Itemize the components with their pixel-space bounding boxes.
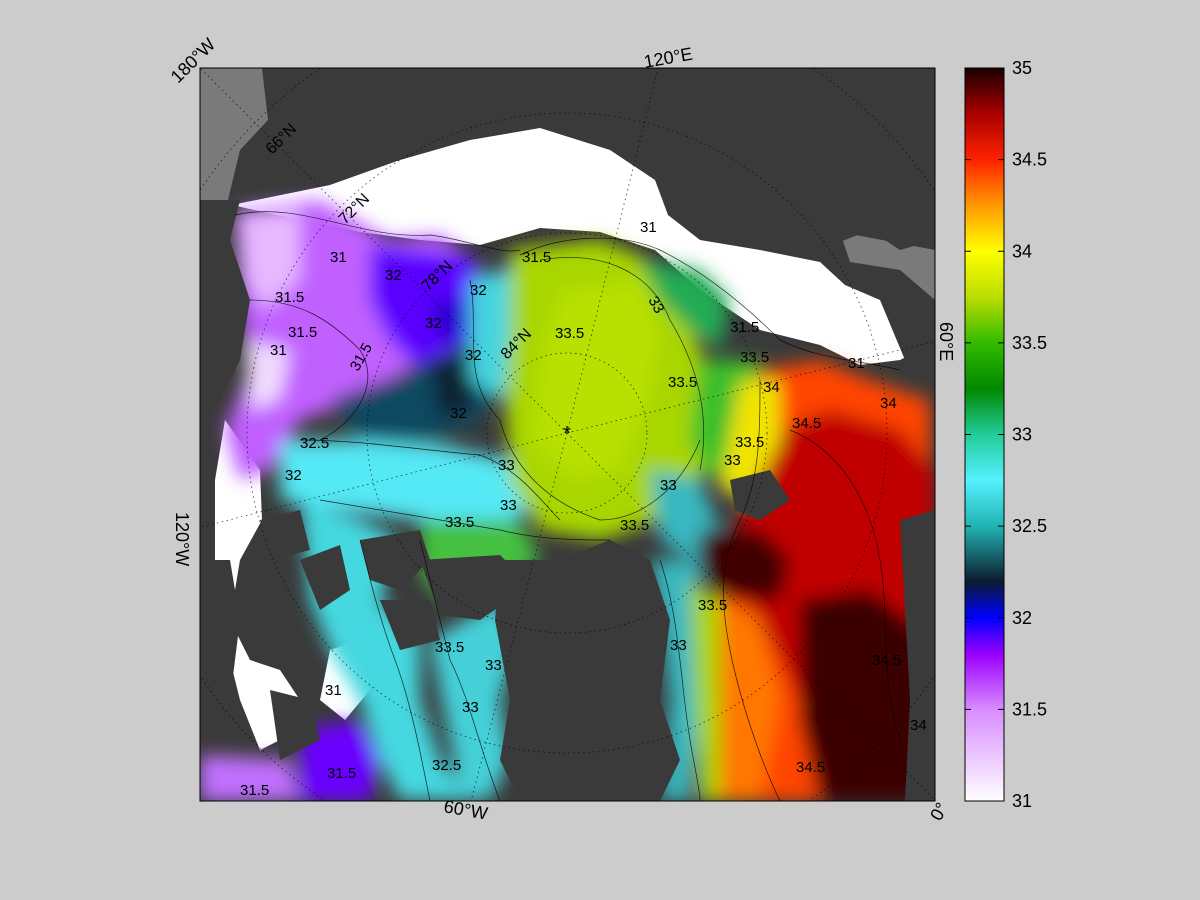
contour-label: 33 [645,294,668,317]
contour-label: 32 [450,405,467,422]
contour-label: 33.5 [668,374,697,391]
map-panel: * 66°N 72°N 78°N 84°N 31 31 31 31 31 31.… [167,34,956,824]
contour-label: 33.5 [620,517,649,534]
contour-label: 34.5 [872,652,901,669]
contour-label: 34.5 [792,415,821,432]
contour-label: 33.5 [698,597,727,614]
meridian-label-60e: 60°E [936,322,956,361]
contour-label: 33 [660,477,677,494]
contour-label: 33 [724,452,741,469]
meridian-labels: 180°W 120°E 60°E 0° 60°W 120°W [167,34,956,824]
contour-label: 33.5 [445,514,474,531]
salinity-field [200,200,935,801]
colorbar-tick-label: 33.5 [1012,333,1047,353]
contour-label: 31 [330,249,347,266]
contour-label: 31.5 [275,289,304,306]
contour-label: 33.5 [435,639,464,656]
contour-label: 33 [498,457,515,474]
contour-label: 33.5 [735,434,764,451]
map-frame [199,67,936,802]
colorbar-tick-label: 31.5 [1012,699,1047,719]
contour-label: 31.5 [240,782,269,799]
contour-label: 32 [470,282,487,299]
contour-label: 32 [425,315,442,332]
contour-label: 33 [500,497,517,514]
colorbar-tick-label: 32.5 [1012,516,1047,536]
colorbar-tick-label: 34 [1012,241,1032,261]
colorbar-tick-label: 34.5 [1012,150,1047,170]
colorbar-gradient [965,68,1004,801]
pole-marker: * [563,423,571,445]
contour-label: 32 [385,267,402,284]
landmasses [200,68,935,801]
colorbar-tick-label: 35 [1012,58,1032,78]
colorbar-tick-label: 33 [1012,425,1032,445]
contour-label: 34 [910,717,927,734]
contour-label: 31.5 [327,765,356,782]
meridian-label-120w: 120°W [172,512,192,566]
colorbar: 31 31.5 32 32.5 33 33.5 34 34.5 35 [964,58,1047,811]
contour-label: 32 [465,347,482,364]
colorbar-tick-label: 31 [1012,791,1032,811]
contour-label: 32.5 [300,435,329,452]
contour-label: 31 [325,682,342,699]
contour-label: 31 [270,342,287,359]
contour-label: 33 [462,699,479,716]
contour-label: 33 [485,657,502,674]
contour-label: 33 [670,637,687,654]
map-content: * [200,68,935,801]
contour-label: 34.5 [796,759,825,776]
contour-label: 31.5 [522,249,551,266]
contour-label: 31 [640,219,657,236]
graticule [200,68,935,801]
contour-label: 34 [763,379,780,396]
contour-label: 32.5 [432,757,461,774]
contour-label: 32 [285,467,302,484]
contours [234,211,901,801]
contour-label: 31.5 [730,319,759,336]
colorbar-tick-label: 32 [1012,608,1032,628]
contour-label: 33.5 [740,349,769,366]
contour-label: 33.5 [555,325,584,342]
contour-label: 31 [848,355,865,372]
meridian-label-0: 0° [926,799,952,824]
contour-label: 34 [880,395,897,412]
colorbar-ticks: 31 31.5 32 32.5 33 33.5 34 34.5 35 [965,58,1047,811]
contour-label: 31.5 [288,324,317,341]
